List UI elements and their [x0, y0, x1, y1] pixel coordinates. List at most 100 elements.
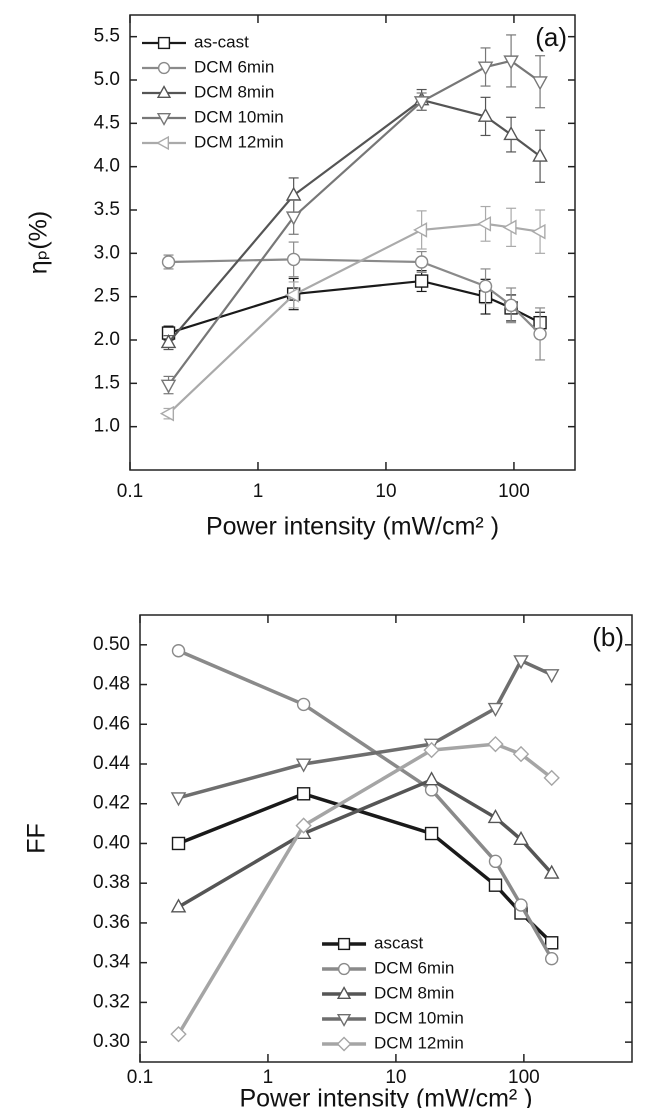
data-point [285, 287, 300, 303]
data-point [171, 644, 186, 658]
y-tick-label: 0.44 [93, 753, 130, 774]
panel-label: (b) [592, 622, 624, 652]
data-point [543, 769, 560, 787]
legend-marker [156, 135, 170, 151]
y-tick-label: 5.0 [94, 69, 120, 90]
x-axis-label: Power intensity (mW/cm² ) [239, 1085, 532, 1108]
data-point [170, 792, 187, 807]
legend-label: DCM 10min [194, 107, 284, 126]
data-point [285, 186, 302, 201]
y-axis-label: ηₚ(%) [25, 211, 53, 275]
legend-marker [157, 36, 171, 50]
y-tick-label: 0.46 [93, 713, 130, 734]
series-line [177, 777, 553, 909]
legend-marker [337, 937, 351, 951]
y-tick-label: 0.36 [93, 912, 130, 933]
series-line [177, 742, 553, 1036]
data-point [487, 808, 504, 824]
panel-label: (a) [535, 22, 567, 52]
data-point [513, 655, 529, 670]
data-point [476, 216, 492, 232]
legend-label: ascast [374, 933, 423, 952]
y-tick-label: 1.0 [94, 416, 120, 437]
data-point [423, 771, 440, 786]
data-point [532, 147, 548, 162]
y-tick-label: 0.40 [93, 832, 130, 853]
data-point [160, 379, 177, 394]
legend-marker [337, 962, 351, 976]
data-point [295, 817, 312, 834]
x-tick-label: 10 [385, 1067, 406, 1088]
data-point [487, 735, 504, 753]
y-tick-label: 0.50 [93, 634, 130, 655]
y-tick-label: 0.42 [93, 793, 130, 814]
data-point [543, 669, 560, 684]
data-point [295, 758, 312, 773]
data-point [503, 125, 519, 141]
x-tick-label: 1 [253, 481, 264, 502]
data-point [414, 274, 429, 288]
legend-marker [156, 85, 172, 99]
legend-label: DCM 8min [374, 983, 454, 1002]
data-point [285, 211, 302, 226]
y-tick-label: 0.30 [93, 1031, 130, 1052]
data-point [532, 76, 548, 91]
y-axis-label: FF [23, 823, 51, 854]
data-point [504, 298, 518, 313]
y-tick-label: 0.38 [93, 872, 130, 893]
data-point [543, 864, 560, 879]
x-tick-label: 100 [498, 481, 530, 502]
x-tick-label: 0.1 [117, 481, 143, 502]
x-tick-label: 0.1 [127, 1067, 153, 1088]
data-point [488, 878, 503, 892]
x-tick-label: 100 [508, 1067, 540, 1088]
data-point [544, 951, 559, 966]
legend-label: DCM 6min [374, 958, 454, 977]
series-line [167, 222, 541, 415]
data-point [478, 279, 493, 293]
legend-label: DCM 12min [374, 1033, 464, 1052]
data-point [170, 1025, 187, 1043]
y-tick-label: 0.48 [93, 674, 130, 695]
data-point [296, 787, 311, 801]
data-point [513, 830, 529, 845]
legend-marker [336, 1013, 352, 1027]
y-tick-label: 2.0 [94, 329, 120, 350]
data-point [502, 219, 517, 236]
data-point [286, 252, 301, 267]
data-point [160, 333, 177, 349]
y-tick-label: 0.34 [93, 952, 130, 973]
legend-marker [157, 61, 171, 75]
data-point [544, 936, 559, 950]
data-point [531, 223, 546, 240]
plot-frame [139, 614, 633, 1063]
data-point [488, 854, 503, 869]
legend-marker [336, 986, 352, 1000]
data-point [296, 697, 311, 712]
y-tick-label: 3.5 [94, 199, 120, 220]
legend-label: DCM 8min [194, 82, 274, 101]
data-point [503, 55, 519, 70]
data-point [170, 898, 187, 913]
x-tick-label: 1 [263, 1067, 274, 1088]
x-axis-label: Power intensity (mW/cm² ) [206, 513, 499, 541]
series-line [178, 658, 553, 800]
series-line [167, 59, 541, 386]
data-point [533, 327, 547, 341]
plot-frame [129, 14, 576, 471]
y-tick-label: 5.5 [94, 26, 120, 47]
data-point [412, 222, 428, 238]
data-point [477, 107, 494, 122]
data-point [171, 836, 186, 851]
y-tick-label: 4.0 [94, 156, 120, 177]
legend-label: as-cast [194, 32, 249, 51]
y-tick-label: 1.5 [94, 372, 120, 393]
y-tick-label: 0.32 [93, 991, 130, 1012]
x-tick-label: 10 [375, 481, 396, 502]
y-tick-label: 4.5 [94, 112, 120, 133]
legend-label: DCM 10min [374, 1008, 464, 1027]
data-point [512, 745, 530, 763]
y-tick-label: 3.0 [94, 242, 120, 263]
data-point [424, 783, 439, 797]
